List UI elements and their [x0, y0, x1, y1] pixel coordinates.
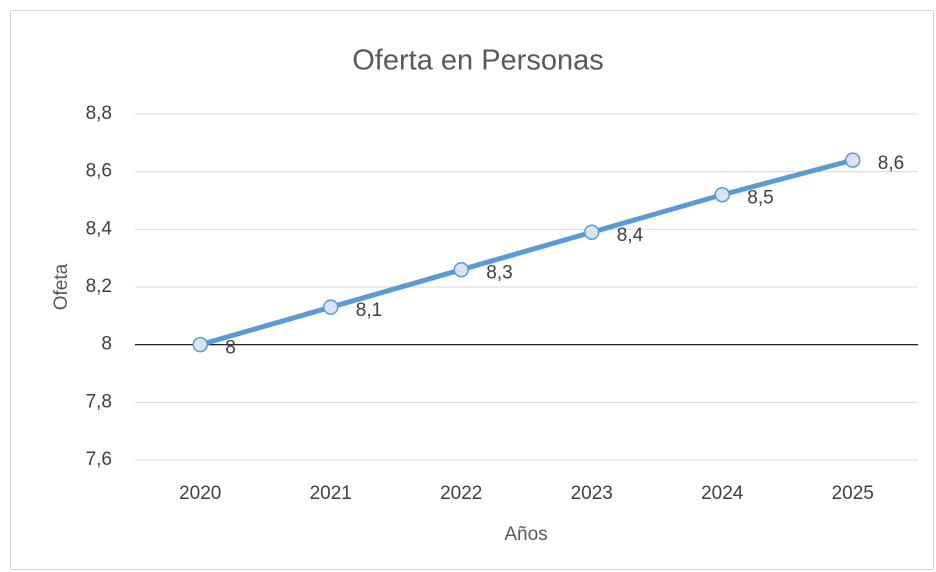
marker	[845, 152, 861, 168]
marker	[714, 186, 730, 203]
y-tick-label: 8,8	[86, 103, 112, 124]
line	[197, 157, 856, 348]
marker	[584, 224, 600, 240]
y-axis-label: Ofeta	[51, 263, 72, 310]
y-tick-label: 7,6	[86, 449, 112, 470]
x-tick-label: 2021	[310, 483, 352, 504]
x-tick-label: 2022	[440, 483, 482, 504]
data-label: 8,6	[878, 153, 904, 174]
chart-border	[10, 10, 934, 570]
data-label: 8,4	[617, 225, 644, 246]
y-tick-label: 8,4	[86, 218, 113, 239]
data-label: 8,1	[356, 300, 382, 321]
marker	[192, 336, 208, 353]
y-tick-label: 7,8	[86, 391, 112, 412]
data-label: 8,3	[486, 263, 512, 284]
y-tick-label: 8	[101, 334, 112, 355]
x-tick-label: 2023	[571, 483, 613, 504]
x-tick-label: 2020	[179, 483, 221, 504]
y-tick-label: 8,6	[86, 161, 112, 182]
x-axis-label: Años	[504, 524, 547, 545]
marker	[323, 299, 339, 315]
marker	[453, 261, 469, 278]
y-tick-label: 8,2	[86, 276, 112, 297]
data-label: 8	[225, 338, 236, 359]
x-tick-label: 2025	[832, 483, 874, 504]
chart-title: Oferta en Personas	[352, 45, 603, 77]
x-tick-label: 2024	[701, 483, 744, 504]
data-label: 8,5	[747, 188, 773, 209]
